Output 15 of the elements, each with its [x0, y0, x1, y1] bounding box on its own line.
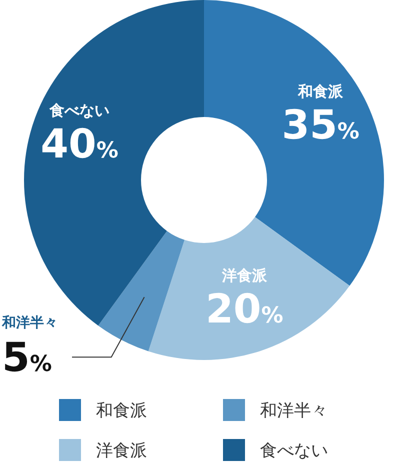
- legend-label: 和食派: [96, 401, 147, 421]
- donut-slice: [148, 217, 350, 360]
- donut-slice: [204, 0, 384, 286]
- data-label: 35%: [282, 102, 360, 149]
- slice-label: 食べない: [48, 102, 110, 120]
- slice-label: 和洋半々: [1, 315, 58, 332]
- data-label: 40%: [40, 122, 118, 168]
- donut-slice: [98, 230, 185, 352]
- legend-label: 洋食派: [96, 441, 147, 461]
- slice-label: 和食派: [297, 82, 344, 101]
- legend-label: 和洋半々: [260, 401, 328, 421]
- data-label: 5%: [2, 335, 52, 382]
- data-label: 20%: [206, 286, 284, 332]
- legend-label: 食べない: [260, 441, 328, 461]
- slice-label: 洋食派: [220, 266, 268, 284]
